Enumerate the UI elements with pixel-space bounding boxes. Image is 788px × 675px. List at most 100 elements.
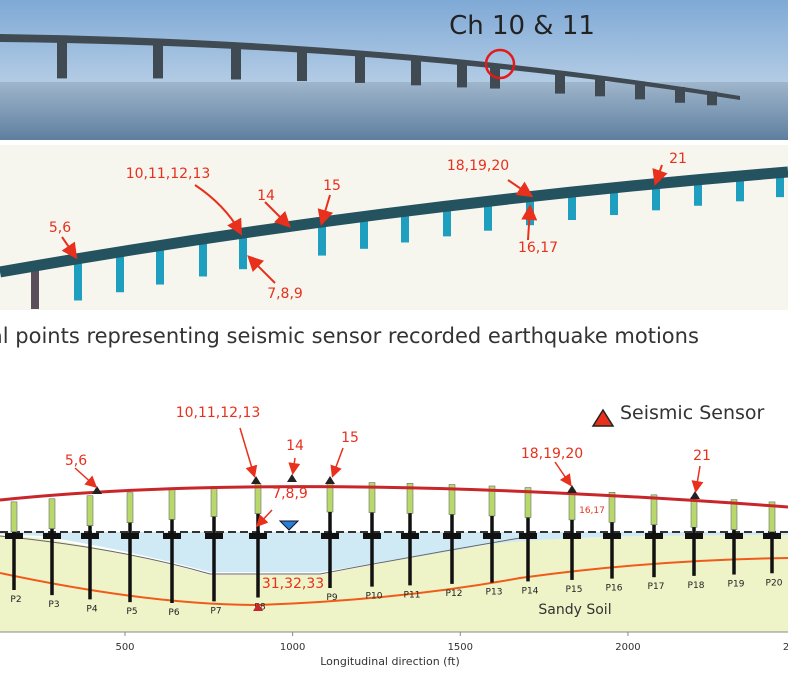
pier-label: P11 [404, 590, 421, 600]
model-pier [736, 179, 744, 202]
photo-label: Ch 10 & 11 [449, 11, 595, 41]
pile-cap [249, 533, 267, 539]
model-label: 15 [323, 178, 341, 194]
pile-cap [43, 533, 61, 539]
pile-cap [483, 533, 501, 539]
soil-label: Sandy Soil [538, 602, 611, 618]
pile-cap [563, 533, 581, 539]
pier-column [10, 501, 18, 533]
pile-cap [763, 533, 781, 539]
pier-label: P5 [126, 607, 137, 617]
model-pier [568, 194, 576, 221]
sensor-label: 31,32,33 [262, 576, 324, 592]
sensor-label: 10,11,12,13 [176, 405, 261, 421]
model-pier [239, 235, 247, 270]
model-label: 7,8,9 [267, 286, 303, 302]
pile-cap [121, 533, 139, 539]
pier-label: P10 [366, 592, 383, 602]
pile-cap [401, 533, 419, 539]
photo: Ch 10 & 11 [0, 0, 788, 140]
pile-cap [519, 533, 537, 539]
pier-column [48, 498, 56, 530]
photo-pier [57, 38, 67, 79]
pier-label: P19 [728, 580, 745, 590]
pier-column [650, 494, 658, 526]
sensor-label: 18,19,20 [521, 446, 583, 462]
photo-pier [675, 86, 685, 103]
pier-column [86, 495, 94, 527]
model-pier [776, 176, 784, 198]
pile-cap [603, 533, 621, 539]
model-label: 21 [669, 151, 687, 167]
pier-label: P12 [446, 589, 463, 599]
sensor-label: 14 [286, 438, 304, 454]
sensor-label: 21 [693, 448, 711, 464]
photo-pier [297, 47, 307, 82]
pile-cap [363, 533, 381, 539]
model-pier [443, 207, 451, 237]
pier-label: P17 [648, 582, 665, 592]
model-pier [156, 248, 164, 285]
model-pier [199, 241, 207, 277]
photo-pier [411, 56, 421, 86]
model-pier [484, 202, 492, 231]
x-tick-label: 1000 [280, 642, 305, 653]
profile: P2P3P4P5P6P7P8P9P10P11P12P13P14P15P16P17… [0, 402, 788, 668]
photo-pier [555, 71, 565, 94]
pier-label: P16 [606, 584, 623, 594]
model-view: 10,11,12,13 14 15 18,19,20 21 5,6 16,17 … [0, 145, 788, 310]
pier-label: P2 [10, 595, 21, 605]
pier-label: P7 [210, 606, 221, 616]
pier-label: P9 [326, 593, 337, 603]
pile-cap [725, 533, 743, 539]
sensor-label: 7,8,9 [272, 486, 308, 502]
pier-label: P13 [486, 588, 503, 598]
pier-label: P4 [86, 604, 97, 614]
model-pier [694, 183, 702, 206]
photo-pier [595, 76, 605, 97]
photo-pier [231, 43, 241, 80]
pier-column [168, 489, 176, 520]
photo-pier [355, 51, 365, 83]
photo-pier [153, 40, 163, 79]
model-pier [318, 223, 326, 256]
model-pier [116, 255, 124, 293]
sensor-label: 15 [341, 430, 359, 446]
pier-label: P18 [688, 581, 705, 591]
pier-column [126, 492, 134, 523]
legend-label: Seismic Sensor [620, 402, 765, 424]
pile-cap [685, 533, 703, 539]
model-pier [401, 212, 409, 243]
photo-pier [635, 81, 645, 100]
pile-cap [205, 533, 223, 539]
pile-cap [645, 533, 663, 539]
model-label: 18,19,20 [447, 158, 509, 174]
model-pier [360, 217, 368, 249]
model-label: 16,17 [518, 240, 558, 256]
pile-cap [81, 533, 99, 539]
sensor-label: 5,6 [65, 453, 87, 469]
model-pier [74, 262, 82, 301]
pier-label: P6 [168, 608, 179, 618]
pier-label: P14 [522, 586, 539, 596]
model-pier [610, 190, 618, 216]
pier-label: P15 [566, 585, 583, 595]
photo-pier [707, 91, 717, 106]
pier-label: P20 [766, 578, 783, 588]
pile-cap [321, 533, 339, 539]
pile-cap [443, 533, 461, 539]
x-tick-label: 500 [115, 642, 134, 653]
model-pier [652, 186, 660, 211]
x-axis-label: Longitudinal direction (ft) [320, 655, 460, 668]
pile-cap [163, 533, 181, 539]
model-label: 5,6 [49, 220, 71, 236]
model-label: 10,11,12,13 [126, 166, 211, 182]
photo-pier [457, 60, 467, 88]
x-tick-label: 2000 [615, 642, 640, 653]
pier-label: P3 [48, 600, 59, 610]
model-label: 14 [257, 188, 275, 204]
sensor-label: 16,17 [579, 506, 605, 516]
pier-column [210, 486, 218, 517]
